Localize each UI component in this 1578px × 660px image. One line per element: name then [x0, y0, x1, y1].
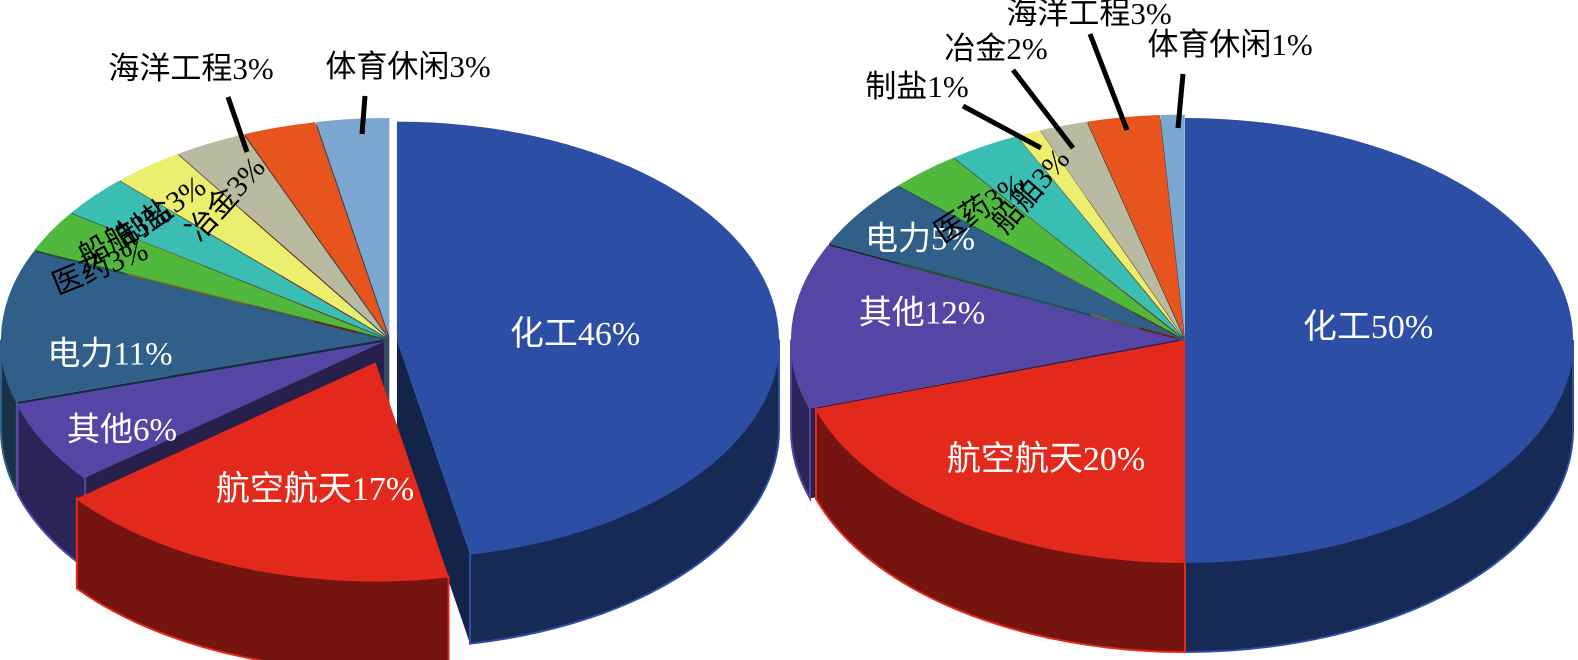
right-pie-label-7: 冶金2%	[944, 31, 1047, 66]
left-pie-slice-4-top	[34, 213, 384, 339]
right-pie-callout-line-7	[1011, 68, 1075, 150]
right-pie-slice-3-top	[828, 186, 1181, 339]
right-pie-slice-0-top	[1185, 118, 1573, 562]
right-pie-callout-line-9	[1175, 73, 1186, 129]
left-pie-callout-line-9	[359, 95, 368, 135]
right-pie-slice-9-top	[1160, 114, 1185, 337]
right-pie-label-6: 制盐1%	[865, 69, 968, 104]
right-pie-slice-2-top	[791, 245, 1180, 409]
right-pie-slice-5-top	[953, 136, 1182, 338]
left-pie-slice-6-top	[119, 154, 386, 337]
left-pie-slice-5-top	[71, 180, 385, 338]
right-pie-slice-6-top	[1017, 130, 1183, 337]
left-pie-slice-8-top	[244, 122, 389, 337]
right-pie-slice-8-top	[1087, 115, 1185, 337]
left-pie-slice-0-side-wall	[468, 339, 780, 645]
left-pie-label-8: 海洋工程3%	[108, 51, 273, 86]
right-pie: 化工50%航空航天20%其他12%电力5%医药3%船舶3%制盐1%冶金2%海洋工…	[790, 0, 1574, 654]
right-pie-slice-4-top	[898, 157, 1182, 338]
right-pie-label-8: 海洋工程3%	[1006, 0, 1171, 31]
left-pie-slice-2-top	[17, 341, 384, 478]
left-pie-slice-0-cut-face-1	[396, 339, 470, 644]
left-pie-slice-9-top	[316, 118, 390, 337]
left-pie: 化工46%航空航天17%其他6%电力11%医药3%船舶3%制盐3%冶金3%海洋工…	[0, 49, 780, 660]
left-pie-slice-0-top	[396, 121, 779, 554]
left-pie-slice-3-top	[1, 251, 384, 402]
right-pie-label-9: 体育休闲1%	[1147, 27, 1312, 62]
left-pie-label-9: 体育休闲3%	[325, 49, 490, 84]
left-pie-slice-1-top	[76, 362, 449, 581]
right-pie-callout-line-8	[1087, 33, 1130, 131]
right-pie-slice-1-top	[815, 340, 1185, 562]
left-pie-slice-7-top	[178, 134, 387, 337]
left-pie-callout-line-8	[225, 96, 250, 153]
right-pie-callout-line-6	[961, 103, 1043, 151]
right-pie-slice-7-top	[1040, 121, 1184, 337]
